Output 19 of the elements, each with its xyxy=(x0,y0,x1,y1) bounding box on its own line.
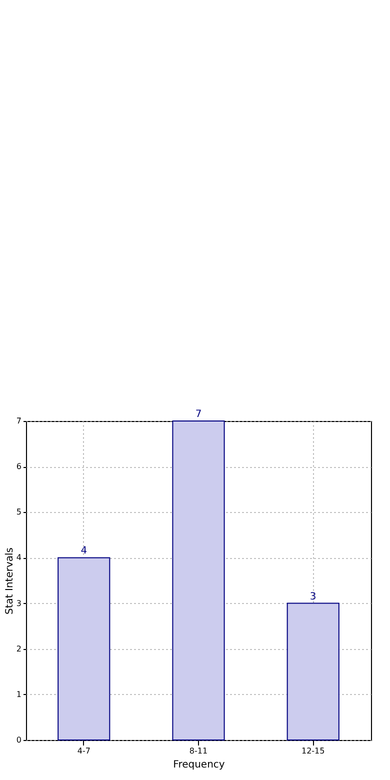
x-tick-label: 8-11 xyxy=(189,746,208,756)
bar xyxy=(172,420,225,740)
data-label: 7 xyxy=(195,409,202,420)
data-label: 4 xyxy=(80,546,88,557)
x-tick-label: 4-7 xyxy=(77,746,90,756)
bar xyxy=(286,602,340,740)
y-tick-label: 1 xyxy=(16,690,22,699)
y-tick-label: 3 xyxy=(16,598,22,608)
x-tick-label: 12-15 xyxy=(301,746,325,756)
y-axis-title: Stat Intervals xyxy=(4,547,16,615)
y-tick-label: 6 xyxy=(16,462,22,472)
data-label: 3 xyxy=(310,591,316,602)
y-tick-label: 0 xyxy=(16,736,22,744)
y-tick-label: 4 xyxy=(16,553,22,562)
bar xyxy=(58,557,110,740)
y-tick-label: 5 xyxy=(16,508,22,517)
y-tick-label: 2 xyxy=(16,644,22,654)
x-axis-title: Frequency xyxy=(173,760,225,770)
y-tick-label: 7 xyxy=(16,416,22,426)
